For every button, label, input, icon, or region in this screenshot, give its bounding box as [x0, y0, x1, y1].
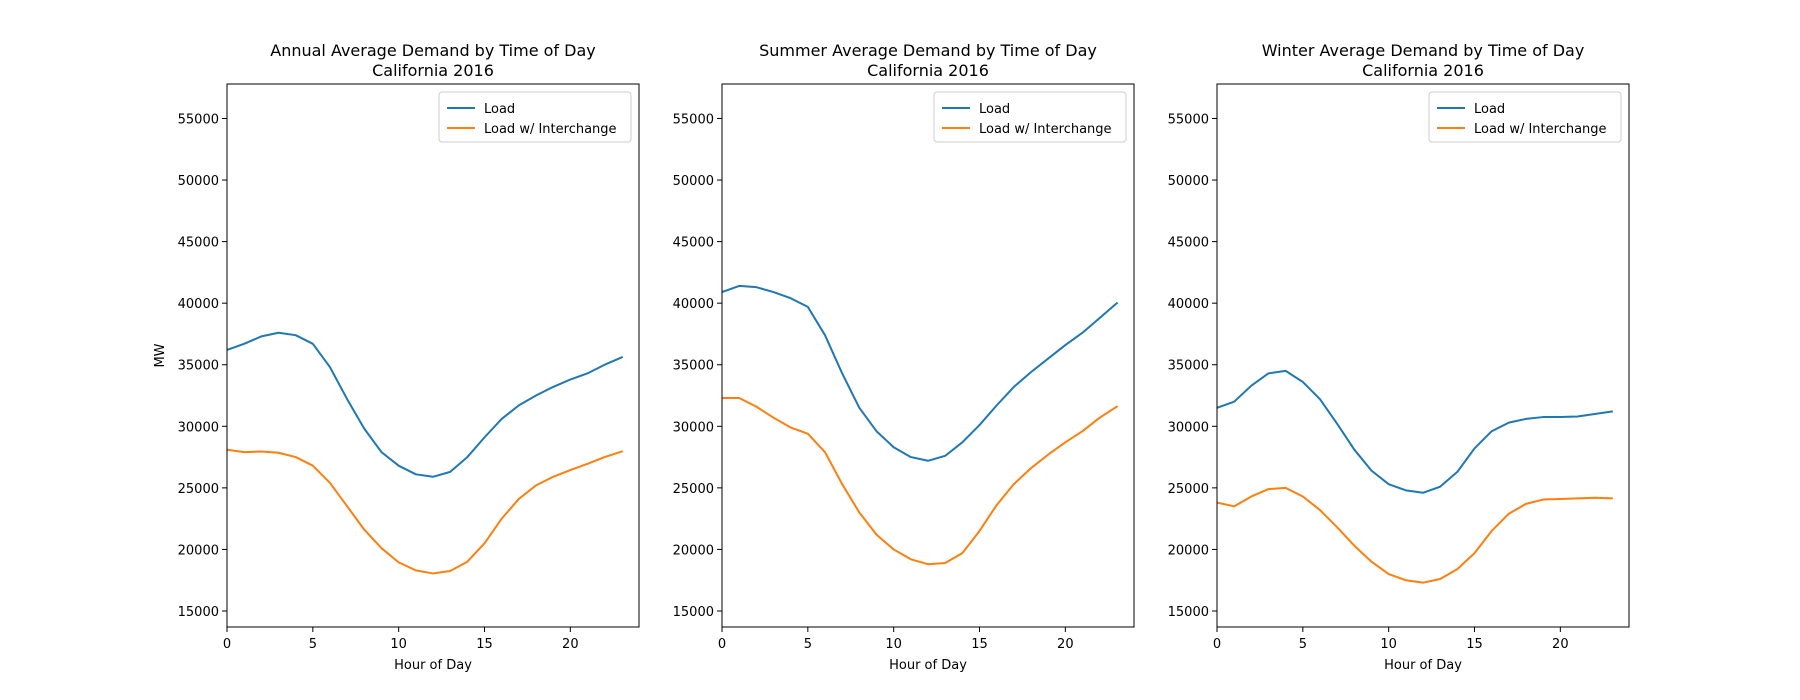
- legend: Load Load w/ Interchange: [933, 91, 1127, 143]
- x-tick-label: 0: [718, 637, 726, 652]
- chart-panel-2: Summer Average Demand by Time of DayCali…: [673, 41, 1135, 673]
- x-axis-label: Hour of Day: [1384, 658, 1462, 673]
- chart-subtitle: California 2016: [372, 61, 494, 80]
- y-tick-label: 30000: [178, 420, 219, 435]
- x-tick-label: 5: [1299, 637, 1307, 652]
- x-tick-label: 0: [223, 637, 231, 652]
- series-line-load: [1217, 369, 1613, 494]
- chart-panel-1: Annual Average Demand by Time of DayCali…: [153, 41, 640, 673]
- y-tick-label: 35000: [1168, 359, 1209, 374]
- y-tick-label: 45000: [673, 236, 714, 251]
- y-axis-label: MW: [153, 343, 168, 367]
- legend-entry: Load: [979, 102, 1010, 117]
- y-tick-label: 25000: [178, 482, 219, 497]
- legend: Load Load w/ Interchange: [438, 91, 632, 143]
- plot-frame: [226, 83, 640, 628]
- chart-subtitle: California 2016: [1362, 61, 1484, 80]
- x-tick-label: 5: [804, 637, 812, 652]
- y-tick-label: 20000: [178, 543, 219, 558]
- series-line-load: [722, 284, 1119, 462]
- x-tick-label: 5: [309, 637, 317, 652]
- legend-entry: Load w/ Interchange: [484, 122, 617, 137]
- y-tick-label: 30000: [1168, 420, 1209, 435]
- x-tick-label: 10: [390, 637, 407, 652]
- legend-entry: Load: [1474, 102, 1505, 117]
- y-tick-label: 40000: [673, 297, 714, 312]
- chart-title: Winter Average Demand by Time of Day: [1262, 41, 1585, 60]
- series-line-load: [227, 331, 624, 478]
- y-tick-label: 45000: [1168, 236, 1209, 251]
- y-tick-label: 25000: [1168, 482, 1209, 497]
- plot-frame: [721, 83, 1135, 628]
- y-tick-label: 15000: [178, 605, 219, 620]
- legend-box: [933, 91, 1127, 143]
- legend: Load Load w/ Interchange: [1428, 91, 1622, 143]
- x-tick-label: 10: [885, 637, 902, 652]
- chart-title: Annual Average Demand by Time of Day: [270, 41, 595, 60]
- y-tick-label: 40000: [178, 297, 219, 312]
- legend-entry: Load: [484, 102, 515, 117]
- y-tick-label: 15000: [673, 605, 714, 620]
- x-axis-label: Hour of Day: [889, 658, 967, 673]
- series-line-load-w-interchange: [227, 448, 624, 575]
- y-tick-label: 30000: [673, 420, 714, 435]
- y-tick-label: 25000: [673, 482, 714, 497]
- y-tick-label: 40000: [1168, 297, 1209, 312]
- x-tick-label: 20: [1057, 637, 1074, 652]
- chart-panel-3: Winter Average Demand by Time of DayCali…: [1168, 41, 1630, 673]
- x-tick-label: 15: [476, 637, 493, 652]
- x-tick-label: 15: [971, 637, 988, 652]
- legend-box: [438, 91, 632, 143]
- y-tick-label: 15000: [1168, 605, 1209, 620]
- y-tick-label: 55000: [178, 112, 219, 127]
- y-tick-label: 45000: [178, 236, 219, 251]
- chart-subtitle: California 2016: [867, 61, 989, 80]
- legend-entry: Load w/ Interchange: [979, 122, 1112, 137]
- y-tick-label: 50000: [178, 174, 219, 189]
- y-tick-label: 55000: [673, 112, 714, 127]
- chart-title: Summer Average Demand by Time of Day: [759, 41, 1097, 60]
- y-tick-label: 20000: [673, 543, 714, 558]
- x-axis-label: Hour of Day: [394, 658, 472, 673]
- y-tick-label: 20000: [1168, 543, 1209, 558]
- y-tick-label: 35000: [178, 359, 219, 374]
- plot-frame: [1216, 83, 1630, 628]
- x-tick-label: 0: [1213, 637, 1221, 652]
- x-tick-label: 20: [1552, 637, 1569, 652]
- legend-box: [1428, 91, 1622, 143]
- series-line-load-w-interchange: [722, 396, 1119, 566]
- legend-entry: Load w/ Interchange: [1474, 122, 1607, 137]
- x-tick-label: 10: [1380, 637, 1397, 652]
- series-line-load-w-interchange: [1217, 486, 1613, 584]
- x-tick-label: 15: [1466, 637, 1483, 652]
- x-tick-label: 20: [562, 637, 579, 652]
- y-tick-label: 35000: [673, 359, 714, 374]
- y-tick-label: 50000: [673, 174, 714, 189]
- y-tick-label: 55000: [1168, 112, 1209, 127]
- y-tick-label: 50000: [1168, 174, 1209, 189]
